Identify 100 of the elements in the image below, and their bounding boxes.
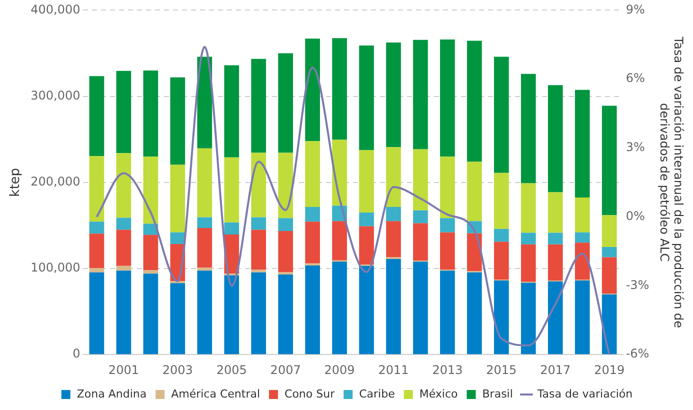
bar <box>574 90 590 198</box>
bar <box>386 206 401 222</box>
bar <box>440 232 455 270</box>
y2-tick-label: 9% <box>626 2 645 16</box>
bar <box>89 76 104 156</box>
bar <box>278 272 293 275</box>
legend-label: América Central <box>171 387 260 400</box>
bar <box>602 294 617 354</box>
bar <box>413 210 428 224</box>
bar <box>224 65 240 158</box>
bar <box>440 270 455 354</box>
bar <box>413 40 428 150</box>
bar <box>116 70 132 154</box>
bar <box>143 270 158 274</box>
bar <box>602 106 617 216</box>
bar <box>143 156 158 224</box>
bar <box>332 262 347 354</box>
bar <box>143 234 158 270</box>
x-tick-label: 2005 <box>216 362 247 377</box>
bar <box>170 77 186 165</box>
bar <box>116 266 132 271</box>
x-tick-label: 2015 <box>486 362 517 377</box>
y-tick-label: 400,000 <box>30 2 80 16</box>
bar <box>467 162 482 222</box>
bar <box>359 150 374 213</box>
y-tick-label: 100,000 <box>30 260 80 275</box>
bar <box>224 275 240 354</box>
bar <box>386 221 401 258</box>
bar <box>224 222 240 234</box>
bar <box>359 212 374 226</box>
bar <box>520 282 536 354</box>
bar <box>574 280 590 354</box>
bar <box>359 46 374 150</box>
legend-label: Caribe <box>359 387 396 400</box>
x-tick-label: 2003 <box>162 362 193 377</box>
y2-tick-label: 3% <box>626 140 645 154</box>
bar <box>305 222 320 264</box>
bar <box>89 222 104 234</box>
bar <box>305 206 320 222</box>
bar <box>278 274 293 354</box>
bar <box>278 152 293 218</box>
bar <box>197 268 212 271</box>
x-tick-label: 2011 <box>378 362 409 377</box>
bar <box>520 74 536 184</box>
bar <box>251 270 266 272</box>
bar <box>467 272 482 354</box>
bar <box>602 246 617 258</box>
legend-label: Brasil <box>482 387 513 400</box>
bar <box>89 272 104 354</box>
y-tick-label: 200,000 <box>30 174 80 189</box>
bar <box>440 156 455 218</box>
bar <box>143 274 158 354</box>
bar <box>413 149 428 210</box>
bar <box>467 233 482 272</box>
bar <box>170 232 186 244</box>
x-tick-label: 2017 <box>540 362 571 377</box>
bar <box>116 230 132 266</box>
bar <box>548 232 563 244</box>
y2-tick-label: -3% <box>626 278 650 292</box>
bar <box>574 197 590 232</box>
bar <box>413 262 428 354</box>
y-tick-label: 0 <box>72 346 80 361</box>
bar <box>332 140 347 206</box>
bar <box>116 218 132 230</box>
y2-tick-label: 6% <box>626 71 645 86</box>
bar <box>386 259 401 354</box>
bar <box>494 172 509 229</box>
bar <box>494 228 509 242</box>
x-tick-label: 2009 <box>324 362 355 377</box>
bar <box>413 223 428 261</box>
bar <box>359 266 374 354</box>
bar <box>574 242 590 280</box>
bar <box>116 270 132 354</box>
bar <box>305 141 320 207</box>
line-series <box>96 46 610 355</box>
bar <box>494 242 509 280</box>
bar <box>467 40 482 162</box>
x-tick-label: 2019 <box>594 362 625 377</box>
x-tick-label: 2007 <box>270 362 301 377</box>
legend-label: Cono Sur <box>284 387 336 400</box>
bar <box>602 215 617 247</box>
legend-label: México <box>419 387 458 400</box>
bar <box>494 56 509 173</box>
bar <box>359 226 374 265</box>
bar <box>116 153 132 218</box>
bar <box>143 70 158 157</box>
y2-axis-title: Tasa de variación interanual de la producción de derivados de petróleo ALC <box>657 36 686 328</box>
bar <box>520 183 536 233</box>
bar <box>197 270 212 354</box>
bar <box>224 157 240 222</box>
bar <box>170 164 186 232</box>
bar <box>89 268 104 272</box>
bar <box>305 265 320 354</box>
bar <box>574 232 590 243</box>
bar <box>278 218 293 232</box>
bar <box>305 38 320 142</box>
bar <box>197 148 212 218</box>
y-axis-title: ktep <box>8 168 24 197</box>
bar <box>89 234 104 268</box>
bar <box>440 39 455 157</box>
